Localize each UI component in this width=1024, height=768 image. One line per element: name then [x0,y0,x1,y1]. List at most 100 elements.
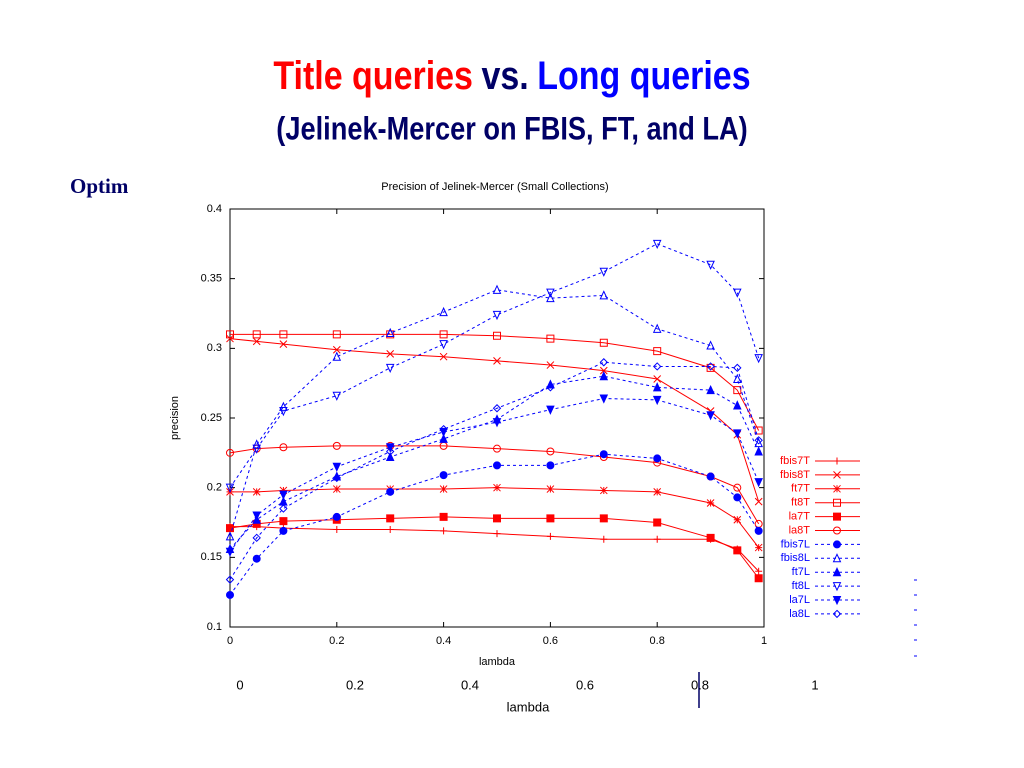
marker [706,362,715,371]
y-tick-label: 0.3 [207,342,222,354]
marker [546,405,555,415]
marker [332,330,341,339]
marker [332,462,342,472]
marker [706,340,715,350]
legend-label: ft7T [791,483,810,495]
marker [492,404,502,413]
marker [225,547,235,557]
marker [653,487,662,496]
marker [385,451,395,462]
legend-marker [832,609,842,619]
series-line [229,516,760,579]
x-axis-label: lambda [479,656,516,668]
legend-label: la7L [789,594,810,606]
marker [385,327,395,338]
marker [546,334,555,343]
y-tick-label: 0.35 [201,273,222,285]
legend-marker [833,498,841,507]
marker [386,525,394,533]
marker [279,340,288,349]
x-tick-label: 0.6 [543,635,558,647]
marker [754,543,763,552]
marker [439,512,448,521]
marker [754,426,763,435]
marker [332,351,342,361]
marker [439,352,448,361]
legend-label: fbis8L [781,552,810,564]
marker [493,357,501,365]
y-tick-label: 0.4 [207,203,222,215]
marker [600,535,608,543]
marker [252,487,261,496]
y-tick-label: 0.1 [207,621,222,633]
marker [279,490,288,500]
marker [252,330,261,339]
marker [492,284,502,294]
marker [440,527,448,535]
background-axis-label: lambda [507,699,550,714]
marker [733,429,742,439]
marker [754,478,763,488]
marker [385,363,395,374]
marker [653,375,662,383]
marker [439,424,448,434]
background-tick-label: 0.6 [576,677,594,692]
legend-label: la7T [789,511,811,523]
marker [652,395,662,406]
series-line [230,333,760,431]
series-line [229,361,760,580]
legend-label: fbis7T [780,455,810,467]
marker [652,239,662,250]
marker [226,334,234,343]
marker [279,407,288,417]
legend-label: la8T [789,524,811,536]
background-tick-label: 0.2 [346,677,364,692]
marker [733,483,742,492]
marker [755,567,763,575]
x-tick-label: 1 [761,635,767,647]
marker [652,323,662,333]
marker [599,290,609,300]
marker [226,590,234,599]
legend-marker [833,471,841,479]
legend-marker [832,553,842,563]
legend-marker [833,526,841,535]
marker [599,371,609,381]
chart-title: Precision of Jelinek-Mercer (Small Colle… [381,181,608,193]
marker [706,472,715,481]
x-tick-label: 0.8 [650,635,665,647]
marker [385,447,395,456]
marker [653,347,662,356]
legend-label: fbis7L [781,538,810,550]
background-tick-label: 0.4 [461,677,479,692]
x-tick-label: 0.2 [329,635,344,647]
marker [332,391,342,401]
marker [439,330,448,339]
marker [279,504,288,513]
marker [226,448,234,457]
marker [386,350,395,358]
legend-label: la8L [789,608,810,620]
side-text: Optim [70,174,129,198]
marker [599,486,608,495]
background-tick-label: 0.8 [691,677,709,692]
marker [546,383,555,392]
marker [493,444,501,453]
marker [733,546,742,555]
marker [493,331,501,340]
marker [653,535,661,543]
marker [546,485,555,493]
marker [332,441,341,450]
background-tick-label: 1 [811,677,818,692]
legend-marker [833,512,841,521]
slide-title: Title queries vs. Long queries [273,52,750,97]
marker [733,373,742,383]
marker [599,450,608,459]
legend-marker [832,582,842,592]
x-tick-label: 0 [227,635,233,647]
title-part: Long queries [537,52,750,97]
marker [546,361,555,369]
marker [652,382,662,392]
marker [439,433,448,443]
